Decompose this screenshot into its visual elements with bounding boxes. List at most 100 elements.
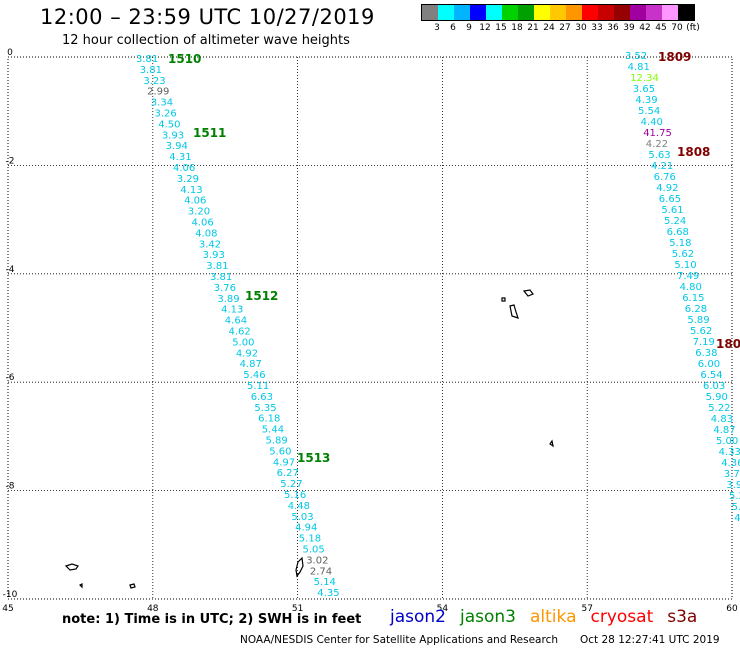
track-b-value: 6.15 [682,293,704,304]
legend-label: 45 [655,23,667,33]
track-b-value: 6.00 [698,359,720,370]
x-tick-label: 48 [147,604,159,614]
legend-swatch [614,5,630,20]
track-b-value: 5.0 [732,502,740,513]
legend-swatch [438,5,454,20]
track-a-value: 4.62 [229,327,251,338]
satellite-name: altika [530,607,577,627]
track-a-value: 4.06 [173,163,195,174]
track-b-value: 4.36 [721,458,740,469]
legend-label: 36 [607,23,619,33]
track-b-value: 4.33 [719,447,740,458]
pass-label: 1511 [193,126,226,140]
legend-swatch [422,5,438,20]
legend-swatch [470,5,486,20]
track-a-value: 4.87 [240,359,262,370]
island-outline [295,556,304,578]
track-b-value: 5.2 [729,491,740,502]
map-subtitle: 12 hour collection of altimeter wave hei… [62,33,350,48]
legend-swatch [566,5,582,20]
legend-label: 33 [591,23,603,33]
track-a-value: 5.18 [299,534,321,545]
y-tick-label: -4 [6,265,15,275]
legend-label: 70 [671,23,683,33]
track-a-value: 3.93 [203,250,225,261]
track-a-value: 3.26 [155,109,177,120]
track-b-value: 3.9 [726,480,740,491]
track-a-value: 4.64 [225,316,247,327]
track-b-value: 5.63 [648,150,670,161]
track-a-value: 5.35 [254,403,276,414]
x-tick-label: 60 [726,604,738,614]
legend-swatch [582,5,598,20]
track-a-value: 6.18 [258,414,280,425]
pass-label: 1809 [658,50,691,64]
track-b-value: 6.65 [659,194,681,205]
track-a-value: 3.94 [166,141,188,152]
track-a-value: 4.08 [195,228,217,239]
track-a-value: 5.46 [243,370,265,381]
track-b-value: 6.38 [695,348,717,359]
track-b-value: 5.24 [664,216,686,227]
x-tick-label: 57 [581,604,592,614]
track-a-value: 4.31 [169,152,191,163]
island-outline [509,304,519,319]
legend-label: 42 [639,23,651,33]
track-b-value: 5.22 [708,403,730,414]
track-a-value: 4.48 [288,501,310,512]
track-b-value: 4. [734,513,740,524]
legend-label: 27 [559,23,571,33]
track-a-value: 2.74 [310,566,332,577]
track-b-value: 5.61 [661,205,683,216]
track-b-value: 6.54 [700,370,722,381]
track-b-value: 4.21 [651,161,673,172]
legend-swatch [646,5,662,20]
generated-timestamp: Oct 28 12:27:41 UTC 2019 [580,634,720,646]
track-b-value: 5.62 [672,249,694,260]
track-b-value: 4.87 [713,425,735,436]
y-tick-label: -2 [6,156,15,166]
legend-swatch [598,5,614,20]
track-a-value: 4.94 [295,523,317,534]
track-a-value: 4.06 [192,218,214,229]
track-a-value: 3.42 [199,239,221,250]
track-a-value: 5.44 [262,425,284,436]
legend-swatch [678,5,694,20]
track-a-value: 3.81 [140,65,162,76]
track-b-value: 6.68 [667,227,689,238]
track-a-value: 6.27 [277,468,299,479]
track-b-value: 6.03 [703,381,725,392]
track-b-value: 3.52 [625,51,647,62]
track-b-value: 4.81 [628,62,650,73]
track-a-value: 5.60 [269,446,291,457]
pass-label: 1512 [245,289,278,303]
satellite-name: jason3 [460,607,516,627]
track-b-value: 4.22 [646,139,668,150]
legend-swatch [550,5,566,20]
track-a-value: 4.50 [158,119,180,130]
track-a-value: 5.03 [291,512,313,523]
track-b-value: 4.83 [711,414,733,425]
credit-text: NOAA/NESDIS Center for Satellite Applica… [240,634,558,646]
y-tick-label: -8 [6,482,15,492]
track-b-value: 5.10 [674,260,696,271]
track-b-value: 4.39 [635,95,657,106]
track-b-value: 5.54 [638,106,660,117]
track-a-value: 2.99 [147,87,169,98]
track-a-value: 5.16 [284,490,306,501]
track-b-value: 6.76 [654,172,676,183]
map-title: 12:00 – 23:59 UTC 10/27/2019 [40,5,375,29]
legend-label: 6 [450,23,456,33]
legend-swatch [518,5,534,20]
pass-label: 1513 [297,451,330,465]
legend-label: 30 [575,23,587,33]
island-outline [129,583,136,589]
satellite-name: jason2 [390,607,446,627]
y-tick-label: -6 [6,373,15,383]
track-a-value: 3.29 [177,174,199,185]
pass-label: 1808 [677,145,710,159]
track-b-value: 4.40 [641,117,663,128]
track-a-value: 4.13 [221,305,243,316]
track-a-value: 3.81 [136,54,158,65]
legend-swatch [630,5,646,20]
